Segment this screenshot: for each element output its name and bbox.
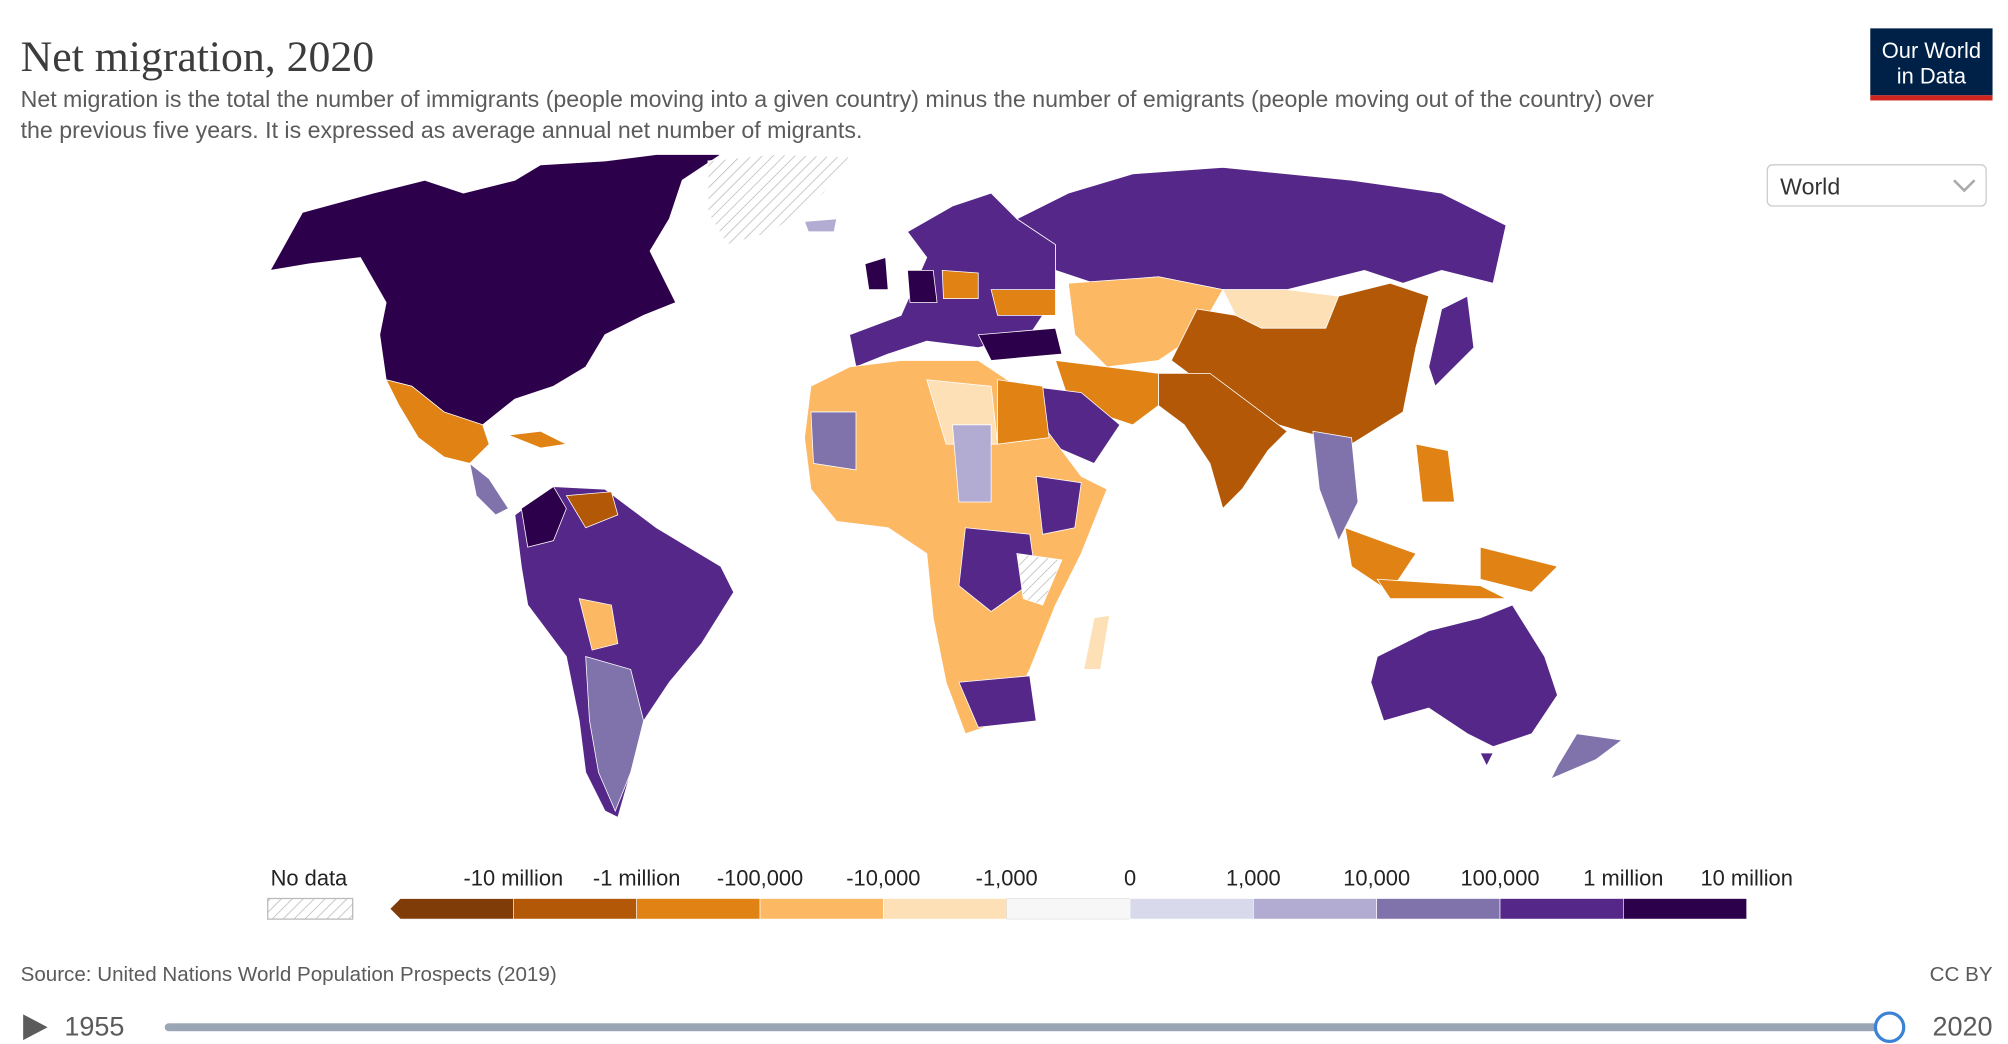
new-zealand[interactable]: [1550, 733, 1623, 780]
egypt[interactable]: [997, 379, 1050, 445]
germany[interactable]: [907, 269, 938, 303]
north-america[interactable]: [269, 154, 723, 426]
chad[interactable]: [952, 424, 992, 503]
source: Source: United Nations World Population …: [21, 963, 557, 986]
subtitle: the previous five years. It is expressed…: [21, 117, 863, 143]
logo-box: [1870, 28, 1993, 96]
legend-label: -10,000: [846, 866, 920, 891]
iceland[interactable]: [803, 218, 838, 233]
timeline-handle[interactable]: [1873, 1011, 1906, 1043]
license: CC BY: [1930, 963, 1993, 986]
legend-label: 1,000: [1226, 866, 1281, 891]
south-africa[interactable]: [958, 675, 1037, 728]
chevron: [1953, 179, 1976, 193]
world-map: [269, 154, 1623, 818]
timeline: 1955 2020: [23, 1011, 1993, 1043]
legend-swatch[interactable]: [1623, 898, 1748, 920]
legend-label: -10 million: [464, 866, 564, 891]
timeline-progress: [164, 1023, 1890, 1032]
ukraine[interactable]: [990, 289, 1056, 316]
legend-swatch[interactable]: [636, 898, 761, 920]
japan[interactable]: [1428, 295, 1475, 387]
australia[interactable]: [1370, 604, 1558, 748]
turkey[interactable]: [977, 327, 1063, 361]
colombia[interactable]: [520, 486, 567, 548]
russia[interactable]: [1016, 166, 1507, 291]
selector-value: World: [1780, 173, 1840, 199]
no-data-label: No data: [271, 866, 348, 891]
legend: No data -10 million -1 million -100,000 -10…: [267, 866, 1793, 920]
logo-text: Our World: [1882, 38, 1981, 63]
philippines[interactable]: [1415, 443, 1455, 503]
no-data-swatch: [267, 897, 354, 920]
logo-bar: [1870, 95, 1993, 101]
logo-text: in Data: [1897, 64, 1967, 89]
legend-label: -1,000: [976, 866, 1038, 891]
legend-label: -1 million: [593, 866, 681, 891]
india[interactable]: [1158, 372, 1288, 510]
tasmania[interactable]: [1479, 752, 1494, 767]
legend-swatch[interactable]: [883, 898, 1008, 920]
greenland[interactable]: [707, 154, 851, 246]
bolivia[interactable]: [578, 598, 619, 651]
legend-swatch[interactable]: [1129, 898, 1254, 920]
legend-swatch[interactable]: [759, 898, 884, 920]
mainland-southeast-asia[interactable]: [1312, 430, 1359, 542]
legend-label: 1 million: [1583, 866, 1663, 891]
region-selector[interactable]: World: [1766, 164, 1987, 207]
tanzania[interactable]: [1016, 553, 1063, 606]
legend-label: 0: [1124, 866, 1136, 891]
new-guinea[interactable]: [1479, 546, 1559, 593]
legend-swatch[interactable]: [1253, 898, 1378, 920]
legend-swatch[interactable]: [1376, 898, 1501, 920]
legend-label: 100,000: [1460, 866, 1539, 891]
africa[interactable]: [804, 360, 1108, 735]
selector-box: [1766, 164, 1987, 207]
mexico[interactable]: [385, 379, 490, 464]
legend-label: 10,000: [1343, 866, 1410, 891]
title: Net migration, 2020: [21, 33, 375, 81]
play-button[interactable]: [23, 1014, 48, 1041]
logo[interactable]: Our World in Data: [1870, 28, 1993, 101]
legend-swatch[interactable]: [1006, 898, 1131, 920]
timeline-end: 2020: [1932, 1012, 1992, 1042]
java[interactable]: [1376, 578, 1507, 599]
legend-label: -100,000: [717, 866, 803, 891]
dr-congo[interactable]: [958, 527, 1037, 612]
timeline-start: 1955: [64, 1012, 124, 1042]
legend-swatch[interactable]: [1499, 898, 1624, 920]
subtitle: Net migration is the total the number of…: [21, 86, 1655, 112]
venezuela[interactable]: [565, 491, 619, 529]
legend-swatch[interactable]: [513, 898, 638, 920]
argentina[interactable]: [585, 655, 644, 812]
central-america[interactable]: [469, 462, 509, 516]
west-africa[interactable]: [810, 411, 857, 471]
poland[interactable]: [941, 269, 979, 300]
legend-label: 10 million: [1700, 866, 1792, 891]
caribbean[interactable]: [508, 430, 568, 449]
legend-swatch[interactable]: [389, 898, 514, 920]
madagascar[interactable]: [1083, 614, 1111, 670]
ethiopia[interactable]: [1035, 475, 1082, 535]
united-kingdom[interactable]: [864, 256, 889, 291]
